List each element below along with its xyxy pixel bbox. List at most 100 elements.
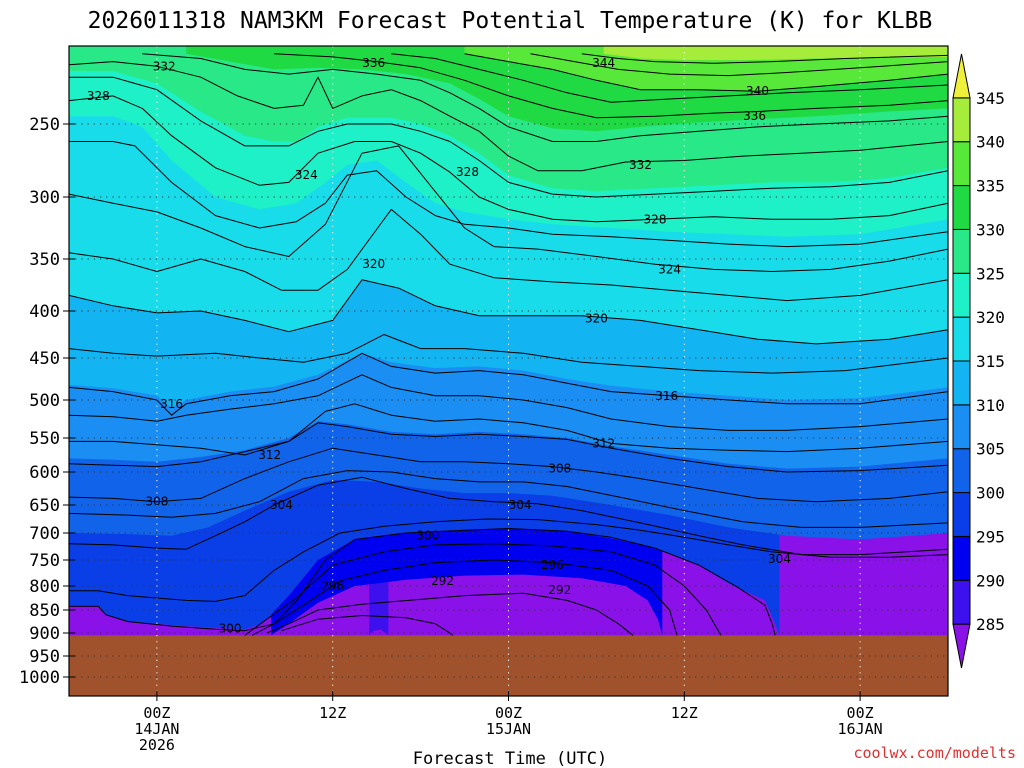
colorbar-segment [952, 228, 971, 274]
contour-label: 316 [655, 389, 678, 403]
isentrope-304 [69, 476, 948, 556]
isentrope-314 [69, 374, 948, 431]
theta-fill-bands [69, 46, 948, 696]
contour-label: 304 [509, 498, 532, 512]
x-tick-label: 14JAN [134, 720, 179, 738]
colorbar-segment [952, 535, 971, 581]
contour-label: 296 [321, 579, 344, 593]
colorbar-segment [952, 492, 971, 537]
colorbar-tick-label: 305 [976, 440, 1005, 459]
isentrope-342 [530, 53, 948, 77]
colorbar: 285 290 295 300 305 310 315 320 325 330 335 340 345 [952, 53, 1005, 669]
isentrope-310 [69, 422, 948, 473]
colorbar-tick-label: 300 [976, 484, 1005, 503]
colorbar-segment [952, 272, 971, 318]
contour-label: 300 [416, 529, 439, 543]
isentrope-328 [69, 95, 948, 223]
contour-label: 312 [258, 448, 281, 462]
isentrope-312 [69, 403, 948, 456]
colorbar-tick-label: 330 [976, 220, 1005, 239]
chart-title: 2026011318 NAM3KM Forecast Potential Tem… [88, 8, 933, 34]
contour-label: 292 [548, 583, 571, 597]
contour-label: 332 [153, 59, 176, 73]
colorbar-tick-label: 345 [976, 89, 1005, 108]
contour-label: 328 [644, 212, 667, 226]
isentrope-320 [69, 279, 948, 345]
isentrope-336 [274, 53, 948, 119]
isentrope-308 [69, 447, 948, 503]
colorbar-segment [952, 97, 971, 143]
colorbar-segment [952, 579, 971, 625]
y-tick-label: 550 [29, 429, 60, 449]
colorbar-segment [952, 185, 971, 230]
x-tick-label: 00Z [495, 704, 522, 722]
contour-label: 328 [87, 89, 110, 103]
band-fill-345 [603, 46, 948, 60]
x-tick-label: 00Z [847, 704, 874, 722]
contour-label: 316 [160, 397, 183, 411]
contour-label: 308 [145, 495, 168, 509]
y-tick-label: 750 [29, 551, 60, 571]
isentrope-302 [69, 518, 948, 602]
colorbar-tick-label: 340 [976, 133, 1005, 152]
y-tick-label: 450 [29, 349, 60, 369]
contour-labels: 332 336 344 328 340 336 324 328 332 328 320 324 320 3… [87, 56, 791, 635]
isentrope-296 [251, 559, 678, 636]
contour-label: 292 [431, 574, 454, 588]
x-tick-label: 16JAN [838, 720, 883, 738]
y-tick-label: 600 [29, 463, 60, 483]
y-tick-label: 950 [29, 647, 60, 667]
contour-label: 304 [768, 552, 791, 566]
colorbar-tick-label: 295 [976, 527, 1005, 546]
contour-label: 304 [270, 498, 293, 512]
contour-label: 324 [658, 262, 681, 276]
x-tick-label: 12Z [671, 704, 698, 722]
credit-text: coolwx.com/modelts [853, 744, 1016, 762]
colorbar-tick-label: 285 [976, 615, 1005, 634]
contour-label: 296 [541, 558, 564, 572]
isentrope-326 [69, 141, 948, 248]
isentrope-324 [69, 145, 948, 272]
isentrope-290 [281, 615, 454, 636]
contour-label: 308 [548, 462, 571, 476]
contour-label: 312 [592, 436, 615, 450]
contour-label: 344 [592, 56, 615, 70]
y-axis: 250 300 350 400 450 500 550 600 650 700 750 800 850 9… [19, 115, 75, 688]
contour-label: 324 [295, 168, 318, 182]
x-tick-label: 15JAN [486, 720, 531, 738]
colorbar-tick-label: 310 [976, 396, 1005, 415]
contour-label: 336 [362, 56, 385, 70]
y-tick-label: 700 [29, 524, 60, 544]
isentrope-316 [69, 352, 948, 416]
y-tick-label: 1000 [19, 668, 60, 688]
contour-label: 332 [629, 158, 652, 172]
colorbar-segment [952, 141, 971, 187]
colorbar-segment [952, 53, 971, 99]
colorbar-segment [952, 360, 971, 406]
isentrope-322 [69, 208, 948, 302]
colorbar-tick-label: 320 [976, 308, 1005, 327]
y-tick-label: 350 [29, 250, 60, 270]
isentrope-300 [69, 528, 776, 636]
colorbar-segment [952, 448, 971, 494]
contour-label: 328 [456, 165, 479, 179]
colorbar-tick-label: 335 [976, 177, 1005, 196]
y-tick-label: 500 [29, 391, 60, 411]
x-tick-label: 2026 [139, 736, 175, 754]
y-tick-label: 300 [29, 188, 60, 208]
y-tick-label: 800 [29, 577, 60, 597]
contour-label: 336 [743, 109, 766, 123]
x-tick-label: 12Z [319, 704, 346, 722]
ground-below-surface [69, 635, 948, 696]
colorbar-segment [952, 316, 971, 362]
isentrope-338 [391, 53, 948, 103]
colorbar-segment [952, 404, 971, 450]
isentrope-334 [142, 53, 948, 142]
y-tick-label: 850 [29, 601, 60, 621]
isentrope-332 [69, 61, 948, 172]
isentrope-292 [266, 592, 634, 636]
colorbar-tick-label: 315 [976, 352, 1005, 371]
colorbar-tick-label: 325 [976, 264, 1005, 283]
